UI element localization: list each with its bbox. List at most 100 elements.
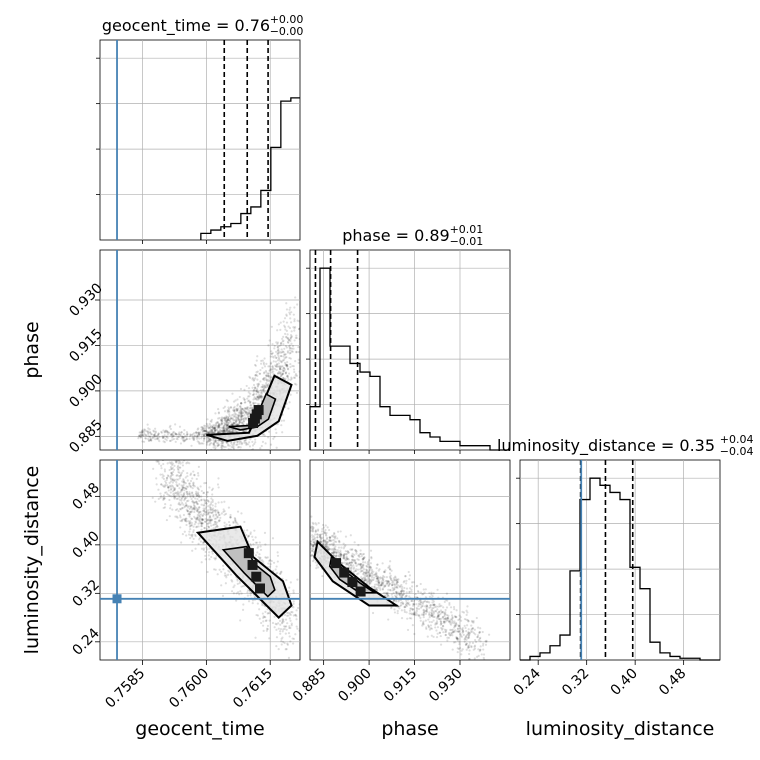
sample-point [292, 600, 295, 603]
sample-point [205, 443, 209, 446]
density-core [331, 558, 342, 569]
sample-point [423, 610, 427, 613]
sample-point [292, 365, 295, 368]
sample-point [167, 485, 170, 488]
sample-point [200, 489, 203, 493]
sample-point [301, 369, 303, 371]
sample-point [168, 426, 171, 429]
sample-point [425, 626, 428, 629]
sample-point [208, 558, 211, 561]
sample-point [241, 608, 245, 612]
tick-label-x-luminosity_distance: 0.48 [656, 666, 689, 699]
sample-point [220, 440, 224, 443]
sample-point [266, 624, 270, 627]
sample-point [429, 603, 432, 607]
sample-point [286, 643, 289, 646]
sample-point [330, 548, 333, 551]
sample-point [479, 645, 482, 648]
sample-point [200, 522, 203, 525]
sample-point [281, 431, 284, 434]
sample-point [477, 661, 479, 663]
sample-point [214, 422, 218, 425]
sample-point [214, 439, 217, 442]
sample-point [280, 351, 284, 354]
sample-point [221, 429, 224, 432]
sample-point [361, 557, 364, 561]
sample-point [238, 420, 241, 424]
sample-point [276, 551, 279, 554]
sample-point [376, 576, 380, 579]
sample-point [210, 429, 213, 432]
sample-point [207, 554, 210, 557]
sample-point [278, 372, 282, 375]
sample-point [203, 520, 207, 523]
sample-point [154, 427, 157, 430]
sample-point [182, 481, 185, 484]
sample-point [214, 522, 217, 525]
sample-point [210, 511, 213, 514]
sample-point [222, 440, 225, 443]
sample-point [226, 421, 229, 424]
sample-point [306, 551, 308, 553]
sample-point [293, 376, 297, 379]
sample-point [250, 406, 254, 409]
sample-point [396, 578, 399, 582]
sample-point [267, 374, 270, 378]
sample-point [220, 420, 224, 423]
sample-point [196, 434, 199, 438]
sample-point [249, 407, 252, 410]
sample-point [425, 627, 428, 631]
sample-point [205, 510, 208, 513]
sample-point [473, 628, 476, 631]
sample-point [185, 517, 188, 520]
sample-point [224, 582, 227, 585]
sample-point [226, 423, 229, 426]
sample-point [246, 594, 250, 597]
sample-point [287, 378, 290, 381]
sample-point [400, 592, 403, 595]
sample-point [229, 406, 233, 409]
sample-point [398, 593, 401, 597]
sample-point [284, 371, 287, 375]
sample-point [247, 395, 250, 398]
sample-point [227, 417, 230, 420]
sample-point [197, 433, 201, 436]
sample-point [352, 560, 355, 563]
sample-point [273, 344, 276, 348]
sample-point [284, 364, 287, 367]
sample-point [478, 650, 481, 653]
sample-point [234, 519, 237, 523]
sample-point [172, 434, 175, 438]
sample-point [368, 578, 371, 581]
sample-point [244, 412, 247, 415]
sample-point [177, 493, 180, 496]
sample-point [347, 551, 350, 554]
sample-point [390, 593, 393, 596]
sample-point [363, 573, 366, 577]
sample-point [158, 440, 161, 443]
sample-point [217, 426, 220, 429]
sample-point [428, 620, 431, 624]
sample-point [324, 528, 327, 532]
sample-point [463, 617, 467, 621]
sample-point [311, 527, 314, 531]
sample-point [165, 518, 169, 522]
sample-point [272, 437, 275, 440]
sample-point [310, 543, 313, 546]
sample-point [198, 433, 201, 436]
sample-point [203, 434, 206, 437]
sample-point [222, 416, 226, 420]
sample-point [209, 438, 212, 442]
sample-point [150, 439, 153, 442]
sample-point [209, 518, 212, 521]
sample-point [220, 418, 224, 421]
sample-point [188, 522, 192, 525]
sample-point [425, 609, 428, 612]
sample-point [223, 430, 226, 433]
sample-point [210, 442, 213, 445]
sample-point [314, 530, 317, 533]
sample-point [368, 559, 371, 562]
sample-point [376, 575, 379, 578]
sample-point [216, 516, 219, 519]
sample-point [292, 368, 296, 371]
